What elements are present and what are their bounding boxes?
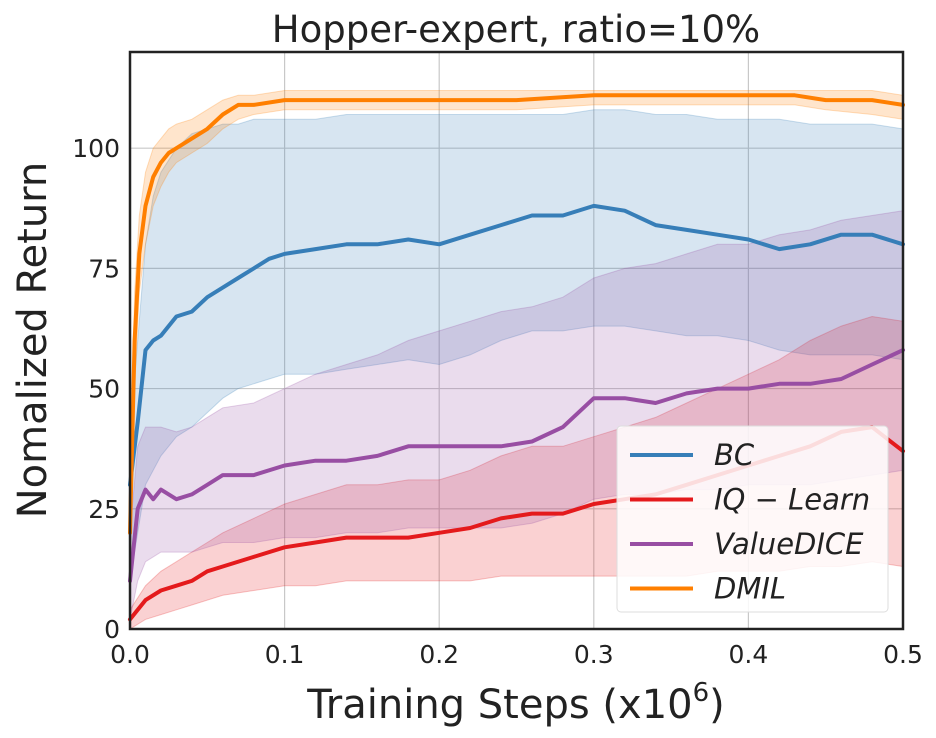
y-axis-title: Nomalized Return: [10, 162, 56, 519]
x-axis-title-exponent: 6: [693, 678, 710, 708]
y-tick-label: 75: [88, 254, 120, 283]
y-tick-label: 100: [72, 134, 120, 163]
x-axis-title-suffix: ): [709, 682, 725, 728]
y-tick-labels: 0 25 50 75 100: [72, 134, 120, 644]
legend-label-bc: BC: [714, 438, 755, 472]
x-tick-label: 0.5: [883, 640, 923, 669]
x-tick-labels: 0.0 0.1 0.2 0.3 0.4 0.5: [110, 640, 923, 669]
plot-frame: [128, 50, 905, 631]
x-tick-label: 0.2: [419, 640, 459, 669]
bc-line: [128, 203, 905, 487]
dmil-line: [128, 93, 905, 535]
valuedice-line: [128, 348, 905, 583]
legend-box: [616, 425, 889, 613]
legend-label-iq-learn: IQ − Learn: [714, 483, 870, 517]
x-tick-label: 0.1: [265, 640, 305, 669]
x-tick-label: 0.0: [110, 640, 150, 669]
chart-title: Hopper-expert, ratio=10%: [272, 8, 760, 51]
legend: BC IQ − Learn ValueDICE DMIL: [616, 425, 889, 613]
x-tick-label: 0.4: [729, 640, 769, 669]
legend-label-valuedice: ValueDICE: [714, 527, 864, 561]
y-tick-label: 50: [88, 375, 120, 404]
x-tick-label: 0.3: [574, 640, 614, 669]
x-axis-title-main: Training Steps (x10: [306, 682, 692, 728]
x-axis-title: Training Steps (x106): [306, 678, 725, 728]
y-tick-label: 0: [104, 615, 120, 644]
y-tick-label: 25: [88, 495, 120, 524]
legend-label-dmil: DMIL: [714, 572, 786, 606]
